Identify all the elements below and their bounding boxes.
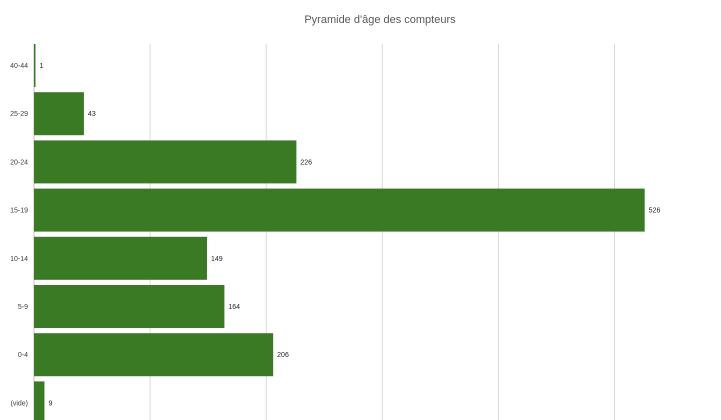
category-tick-label: 20-24 [10,159,28,166]
data-label: 149 [211,256,223,263]
category-tick-label: 25-29 [10,111,28,118]
bar-20-24 [34,140,297,184]
data-label: 526 [649,208,661,215]
data-label: 1 [40,63,44,70]
bar-(vide) [34,381,45,420]
bar-25-29 [34,92,84,136]
category-tick-label: 15-19 [10,208,28,215]
label-layer: 40-44 1 25-29 43 20-24 226 15-19 526 10-14 149 5-9… [10,63,660,407]
bar-40-44 [34,44,36,87]
bar-15-19 [34,188,645,232]
category-tick-label: 0-4 [18,352,28,359]
bar-layer [34,44,645,420]
category-tick-label: (vide) [10,400,28,407]
bar-0-4 [34,333,274,377]
data-label: 206 [277,352,289,359]
bar-10-14 [34,236,207,280]
data-label: 43 [88,111,96,118]
bar-5-9 [34,285,225,328]
category-tick-label: 10-14 [10,256,28,263]
data-label: 226 [300,159,312,166]
chart-title: Pyramide d'âge des compteurs [304,14,456,26]
category-tick-label: 5-9 [18,304,28,311]
data-label: 164 [228,304,240,311]
category-tick-label: 40-44 [10,63,28,70]
data-label: 9 [48,400,52,407]
